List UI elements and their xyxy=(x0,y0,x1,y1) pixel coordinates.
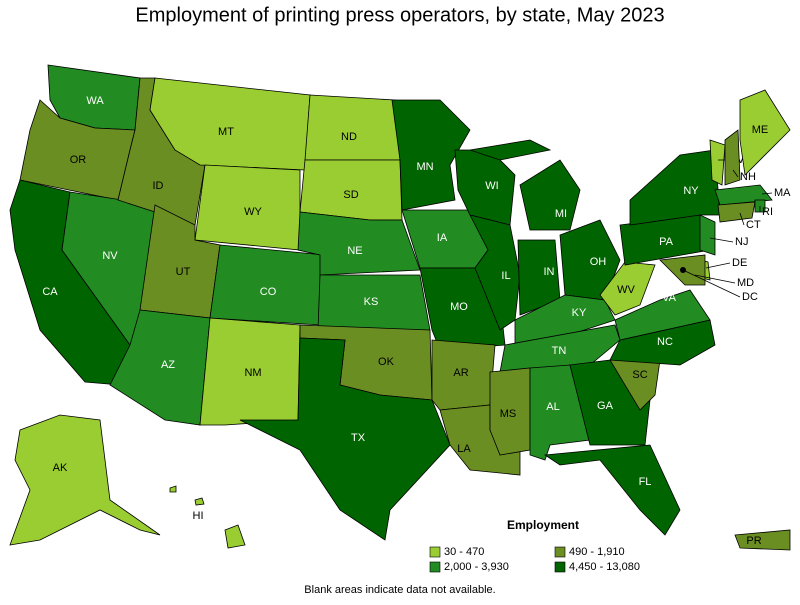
state-label: SC xyxy=(632,369,647,381)
state-shape xyxy=(297,211,421,276)
state-label: IN xyxy=(544,266,555,278)
leader-line xyxy=(705,262,731,269)
state-shape xyxy=(469,214,521,331)
state-label: OK xyxy=(378,356,395,368)
state-label: ND xyxy=(341,131,357,143)
state-label: IL xyxy=(501,270,510,282)
state-label: MS xyxy=(500,408,517,420)
state-label: IA xyxy=(437,232,448,244)
state-label: RI xyxy=(762,206,773,218)
state-label: VA xyxy=(662,292,677,304)
state-label: AK xyxy=(53,462,68,474)
state-label: OR xyxy=(70,154,87,166)
legend-swatch xyxy=(554,561,566,573)
state-shape xyxy=(734,529,791,551)
state-label: WY xyxy=(244,206,262,218)
state-shape xyxy=(599,261,656,316)
state-shape xyxy=(239,337,451,541)
state-shape xyxy=(724,129,741,186)
legend-label: 2,000 - 3,930 xyxy=(444,561,509,573)
state-label: MN xyxy=(416,161,433,173)
state-label: AR xyxy=(453,367,468,379)
state-label: DC xyxy=(742,291,758,303)
leader-line xyxy=(682,269,741,298)
state-label: ME xyxy=(752,124,769,136)
state-label: UT xyxy=(176,266,191,278)
state-shape xyxy=(391,99,471,211)
state-label: FL xyxy=(639,476,652,488)
state-shape xyxy=(169,485,177,493)
legend-swatch xyxy=(429,546,441,558)
state-label: DE xyxy=(732,257,747,269)
leader-line xyxy=(732,169,739,178)
state-label: WI xyxy=(485,180,498,192)
state-label: AL xyxy=(546,401,559,413)
state-shape xyxy=(519,159,581,231)
state-shape xyxy=(739,89,791,176)
state-label: NE xyxy=(347,245,362,257)
state-label: PA xyxy=(659,236,674,248)
state-label: LA xyxy=(457,443,471,455)
state-label: GA xyxy=(597,400,614,412)
state-shape xyxy=(9,414,161,546)
state-shape xyxy=(543,444,681,536)
state-shape xyxy=(717,201,756,223)
state-label: CO xyxy=(260,286,277,298)
legend-swatch xyxy=(554,546,566,558)
state-label: ID xyxy=(153,180,164,192)
state-label: NH xyxy=(740,171,756,183)
footnote: Blank areas indicate data not available. xyxy=(304,584,495,596)
leader-line xyxy=(739,212,745,226)
state-label: PR xyxy=(746,535,761,547)
state-label: KY xyxy=(572,307,587,319)
state-label: TN xyxy=(552,345,567,357)
legend-title: Employment xyxy=(507,518,579,532)
state-shape xyxy=(709,139,726,186)
state-label: NC xyxy=(657,336,673,348)
leader-line xyxy=(709,237,734,243)
leader-line xyxy=(761,192,773,195)
state-label: MI xyxy=(555,208,567,220)
state-label: HI xyxy=(193,510,204,522)
state-label: MT xyxy=(218,126,234,138)
legend-swatch xyxy=(429,561,441,573)
legend-label: 490 - 1,910 xyxy=(569,546,625,558)
state-label: SD xyxy=(343,189,358,201)
map-title: Employment of printing press operators, … xyxy=(135,4,664,26)
legend-label: 4,450 - 13,080 xyxy=(569,561,640,573)
leader-line xyxy=(694,274,736,284)
state-label: AZ xyxy=(161,359,175,371)
state-shape xyxy=(469,139,552,161)
state-label: KS xyxy=(364,296,379,308)
state-shape xyxy=(614,289,711,341)
legend-label: 30 - 470 xyxy=(444,546,484,558)
state-label: NM xyxy=(244,367,261,379)
state-label: NJ xyxy=(735,236,748,248)
state-shape xyxy=(304,94,401,161)
state-label: NV xyxy=(102,250,118,262)
state-label: WV xyxy=(617,284,635,296)
state-shape xyxy=(224,524,246,549)
state-label: MD xyxy=(737,277,754,289)
state-label: TX xyxy=(351,432,366,444)
state-shape xyxy=(629,149,721,226)
state-label: CT xyxy=(746,219,761,231)
state-shape xyxy=(194,497,205,506)
state-label: CA xyxy=(42,286,58,298)
state-label: NY xyxy=(683,185,699,197)
state-label: OH xyxy=(590,256,607,268)
state-label: WA xyxy=(86,95,104,107)
state-shape xyxy=(489,367,531,456)
state-label: MO xyxy=(450,301,468,313)
state-label: MA xyxy=(774,187,791,199)
state-shape xyxy=(699,214,716,256)
state-shape xyxy=(499,324,621,373)
